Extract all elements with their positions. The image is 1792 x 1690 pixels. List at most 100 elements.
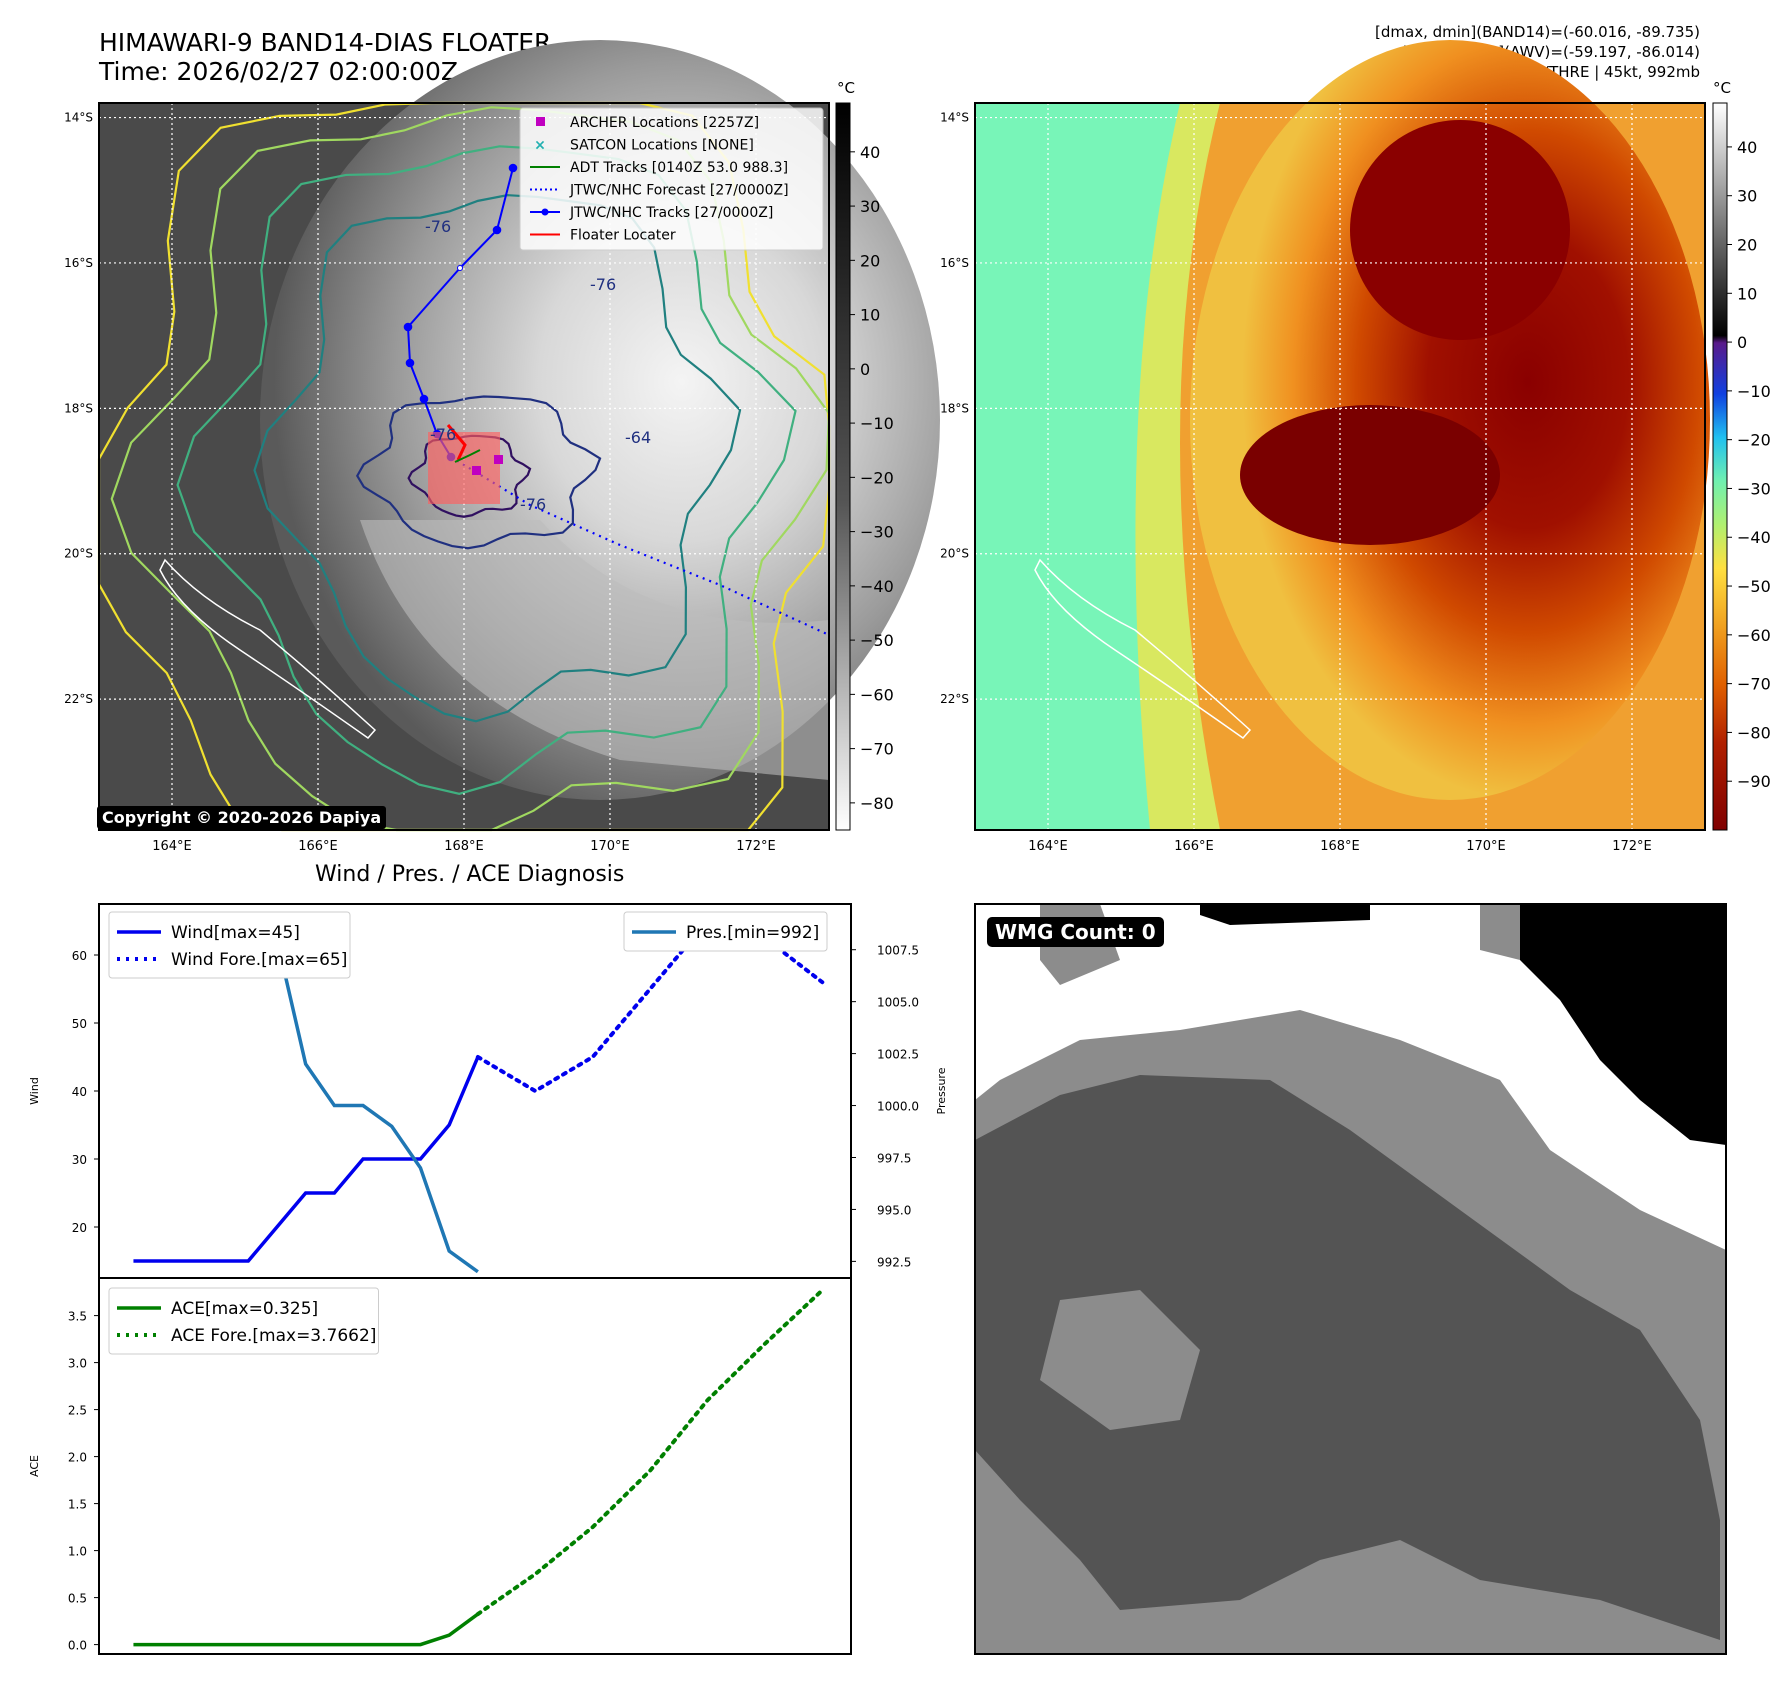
legend-label: JTWC/NHC Tracks [27/0000Z] <box>569 205 773 221</box>
color-map <box>974 40 1710 831</box>
ace-panel: 0.0 0.5 1.0 1.5 2.0 2.5 3.0 3.5 ACE ACE[max=0.325… <box>28 1277 852 1655</box>
colorbar-tick-label: −50 <box>860 631 894 650</box>
colorbar-tick-label: 20 <box>860 251 880 270</box>
y-tick-label: 30 <box>72 1153 87 1167</box>
lat-tick-label: 14°S <box>940 111 969 125</box>
track-point <box>508 163 518 173</box>
ir-colorbar-unit: °C <box>837 79 855 97</box>
y2-tick-label: 1007.5 <box>877 944 919 958</box>
color-gridlines <box>975 103 1705 830</box>
wmg-count-badge: WMG Count: 0 <box>987 917 1164 947</box>
contour-label: -76 <box>430 425 456 444</box>
lat-tick-label: 16°S <box>64 256 93 270</box>
color-colorbar: 40 30 20 10 0 −10 −20 −30 −40 −50 −60 −70 −80 −90 °C <box>1712 79 1771 831</box>
lon-tick-label: 164°E <box>152 839 192 854</box>
y-axis-label: ACE <box>28 1455 41 1477</box>
lat-tick-label: 20°S <box>940 547 969 561</box>
legend-label: ARCHER Locations [2257Z] <box>570 115 759 131</box>
series-line <box>133 1056 480 1263</box>
wmg-light-patch <box>1040 1290 1200 1430</box>
colorbar-tick-label: −10 <box>1737 382 1771 401</box>
jtwc-forecast-line <box>450 456 830 636</box>
colorbar-tick-label: 30 <box>860 197 880 216</box>
contour-label: -76 <box>590 275 616 294</box>
contour-labels: -76 -76 -76 -64 -76 <box>425 217 651 514</box>
y-axis-label: Wind <box>28 1077 41 1105</box>
contour-label: -76 <box>520 495 546 514</box>
y-tick-label: 20 <box>72 1221 87 1235</box>
lat-tick-label: 22°S <box>64 692 93 706</box>
colorbar-tick-label: −20 <box>860 468 894 487</box>
y2-tick-label: 992.5 <box>877 1255 911 1269</box>
lon-tick-label: 170°E <box>1466 839 1506 854</box>
legend-marker <box>536 117 545 126</box>
y-tick-label: 2.0 <box>68 1451 87 1465</box>
ir-cloud-band <box>360 520 829 780</box>
legend-label: Pres.[min=992] <box>686 923 819 943</box>
lat-tick-label: 14°S <box>64 111 93 125</box>
colorbar-tick-label: −90 <box>1737 772 1771 791</box>
colorbar-tick-label: 40 <box>1737 138 1757 157</box>
lat-tick-label: 18°S <box>64 401 93 415</box>
lat-tick-label: 16°S <box>940 256 969 270</box>
title-line-2: Time: 2026/02/27 02:00:00Z <box>99 57 458 86</box>
track-point <box>457 265 463 271</box>
colorbar-tick-label: 10 <box>1737 284 1757 303</box>
y-tick-label: 0.5 <box>68 1592 87 1606</box>
colorbar-tick-label: 0 <box>860 360 870 379</box>
ir-colorbar-bar <box>835 102 851 831</box>
legend-label: ACE Fore.[max=3.7662] <box>171 1326 376 1346</box>
track-point <box>419 394 429 404</box>
ir-contour <box>355 395 602 550</box>
lon-tick-label: 168°E <box>1320 839 1360 854</box>
contour-label: -64 <box>625 428 651 447</box>
contour-label: -76 <box>425 217 451 236</box>
colorbar-tick-label: 10 <box>860 306 880 325</box>
lat-tick-label: 22°S <box>940 692 969 706</box>
colorbar-tick-label: 0 <box>1737 333 1747 352</box>
stat-line-1: [dmax, dmin](BAND14)=(-60.016, -89.735) <box>1375 23 1700 41</box>
series-line <box>133 1612 479 1647</box>
y-tick-label: 50 <box>72 1017 87 1031</box>
wmg-panel <box>974 903 1727 1655</box>
title-line-1: HIMAWARI-9 BAND14-DIAS FLOATER <box>99 28 552 57</box>
legend-label: JTWC/NHC Forecast [27/0000Z] <box>569 183 789 199</box>
lon-tick-label: 172°E <box>736 839 776 854</box>
lon-tick-label: 172°E <box>1612 839 1652 854</box>
legend-label: ACE[max=0.325] <box>171 1299 318 1319</box>
ir-colorbar: 40 30 20 10 0 −10 −20 −30 −40 −50 −60 −70 −80 °C <box>835 79 894 831</box>
y-tick-label: 60 <box>72 949 87 963</box>
y-tick-label: 1.5 <box>68 1498 87 1512</box>
y-tick-label: 40 <box>72 1085 87 1099</box>
colorbar-tick-label: −30 <box>1737 479 1771 498</box>
wmg-gray-top-right <box>1480 904 1520 960</box>
colorbar-tick-label: −80 <box>860 794 894 813</box>
color-cold-center <box>1240 405 1500 545</box>
y-tick-label: 0.0 <box>68 1639 87 1653</box>
colorbar-tick-label: −40 <box>1737 528 1771 547</box>
colorbar-tick-label: −10 <box>860 414 894 433</box>
legend-label: SATCON Locations [NONE] <box>570 138 754 154</box>
color-map-frame <box>974 102 1706 831</box>
wmg-black-region-top <box>1200 904 1370 925</box>
figure-title: HIMAWARI-9 BAND14-DIAS FLOATER Time: 202… <box>99 28 551 86</box>
lon-tick-label: 166°E <box>1174 839 1214 854</box>
legend-box <box>108 911 351 979</box>
y2-tick-label: 1005.0 <box>877 996 919 1010</box>
colorbar-tick-label: −60 <box>860 685 894 704</box>
legend-marker <box>541 208 549 216</box>
y-tick-label: 2.5 <box>68 1404 87 1418</box>
colorbar-tick-label: −20 <box>1737 431 1771 450</box>
colorbar-tick-label: −80 <box>1737 723 1771 742</box>
wind-panel: 20 30 40 50 60 Wind 992.5 995.0 997.5 1000.0 1002.… <box>28 903 948 1279</box>
track-point <box>405 358 415 368</box>
legend-box <box>108 1287 379 1355</box>
colorbar-tick-label: −40 <box>860 577 894 596</box>
color-cold-north <box>1350 120 1570 340</box>
new-caledonia-outline <box>159 558 377 740</box>
legend-box <box>623 911 828 952</box>
legend-label: Wind Fore.[max=65] <box>171 950 347 970</box>
lon-tick-label: 164°E <box>1028 839 1068 854</box>
